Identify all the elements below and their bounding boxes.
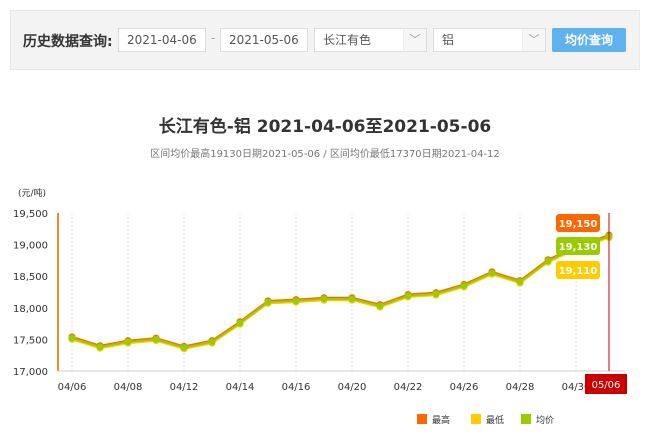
data-point (404, 292, 412, 300)
data-point (208, 338, 216, 346)
x-tick-label: 04/14 (226, 382, 255, 393)
query-bar: 历史数据查询: 2021-04-06 - 2021-05-06 长江有色 ﹀ 铝 ﹀… (10, 10, 640, 70)
tooltip-value: 19,130 (559, 242, 598, 253)
x-crosshair-label: 05/06 (592, 380, 621, 391)
data-point (516, 278, 524, 286)
series-line-2 (71, 235, 610, 349)
data-point (96, 343, 104, 351)
x-tick-label: 04/30 (562, 382, 591, 393)
data-point (68, 334, 76, 342)
legend-swatch (417, 414, 427, 424)
query-label: 历史数据查询: (23, 34, 113, 50)
chart-subtitle: 区间均价最高19130日期2021-05-06 / 区间均价最低17370日期2… (150, 149, 500, 160)
tooltip-box (556, 214, 600, 232)
legend-label: 最高 (432, 414, 450, 426)
legend-swatch (471, 414, 481, 424)
y-tick-label: 18,500 (13, 272, 48, 283)
chart-title: 长江有色-铝 2021-04-06至2021-05-06 (158, 117, 492, 137)
market-select[interactable]: 长江有色 ﹀ (314, 28, 427, 52)
data-point (488, 269, 496, 277)
y-tick-label: 17,000 (13, 367, 48, 378)
x-tick-label: 04/12 (170, 382, 199, 393)
market-value: 长江有色 (323, 33, 372, 47)
series-line-0 (71, 234, 610, 348)
chevron-down-icon: ﹀ (403, 29, 426, 51)
start-date-input[interactable]: 2021-04-06 (118, 28, 206, 52)
data-point (544, 257, 552, 265)
x-crosshair-label-box (585, 374, 627, 394)
data-point (292, 297, 300, 305)
data-point (124, 338, 132, 346)
data-point (264, 298, 272, 306)
end-date-input[interactable]: 2021-05-06 (220, 28, 308, 52)
tooltip-value: 19,110 (559, 266, 598, 277)
x-tick-label: 04/08 (114, 382, 143, 393)
average-query-button[interactable]: 均价查询 (552, 28, 626, 52)
y-tick-label: 19,000 (13, 241, 48, 252)
metal-select[interactable]: 铝 ﹀ (433, 28, 546, 52)
chevron-down-icon: ﹀ (522, 29, 545, 51)
tooltip-box (556, 261, 600, 279)
data-point (432, 290, 440, 298)
y-tick-label: 17,500 (13, 335, 48, 346)
data-point (152, 335, 160, 343)
legend-label: 均价 (536, 414, 554, 426)
date-separator: - (211, 31, 216, 45)
y-tick-label: 19,500 (13, 209, 48, 220)
x-tick-label: 04/22 (394, 382, 423, 393)
metal-value: 铝 (442, 33, 455, 47)
y-axis-label: (元/吨) (18, 187, 46, 199)
x-tick-label: 04/06 (58, 382, 87, 393)
x-tick-label: 04/20 (338, 382, 367, 393)
data-point (348, 295, 356, 303)
data-point (460, 282, 468, 290)
y-tick-label: 18,000 (13, 304, 48, 315)
data-point (236, 319, 244, 327)
data-point (320, 295, 328, 303)
series-line-1 (71, 236, 610, 350)
data-point (180, 344, 188, 352)
tooltip-box (556, 237, 600, 255)
x-tick-label: 04/26 (450, 382, 479, 393)
tooltip-value: 19,150 (559, 219, 598, 230)
legend-swatch (521, 414, 531, 424)
x-tick-label: 04/28 (506, 382, 535, 393)
x-tick-label: 04/16 (282, 382, 311, 393)
data-point (376, 302, 384, 310)
legend-label: 最低 (486, 414, 504, 426)
